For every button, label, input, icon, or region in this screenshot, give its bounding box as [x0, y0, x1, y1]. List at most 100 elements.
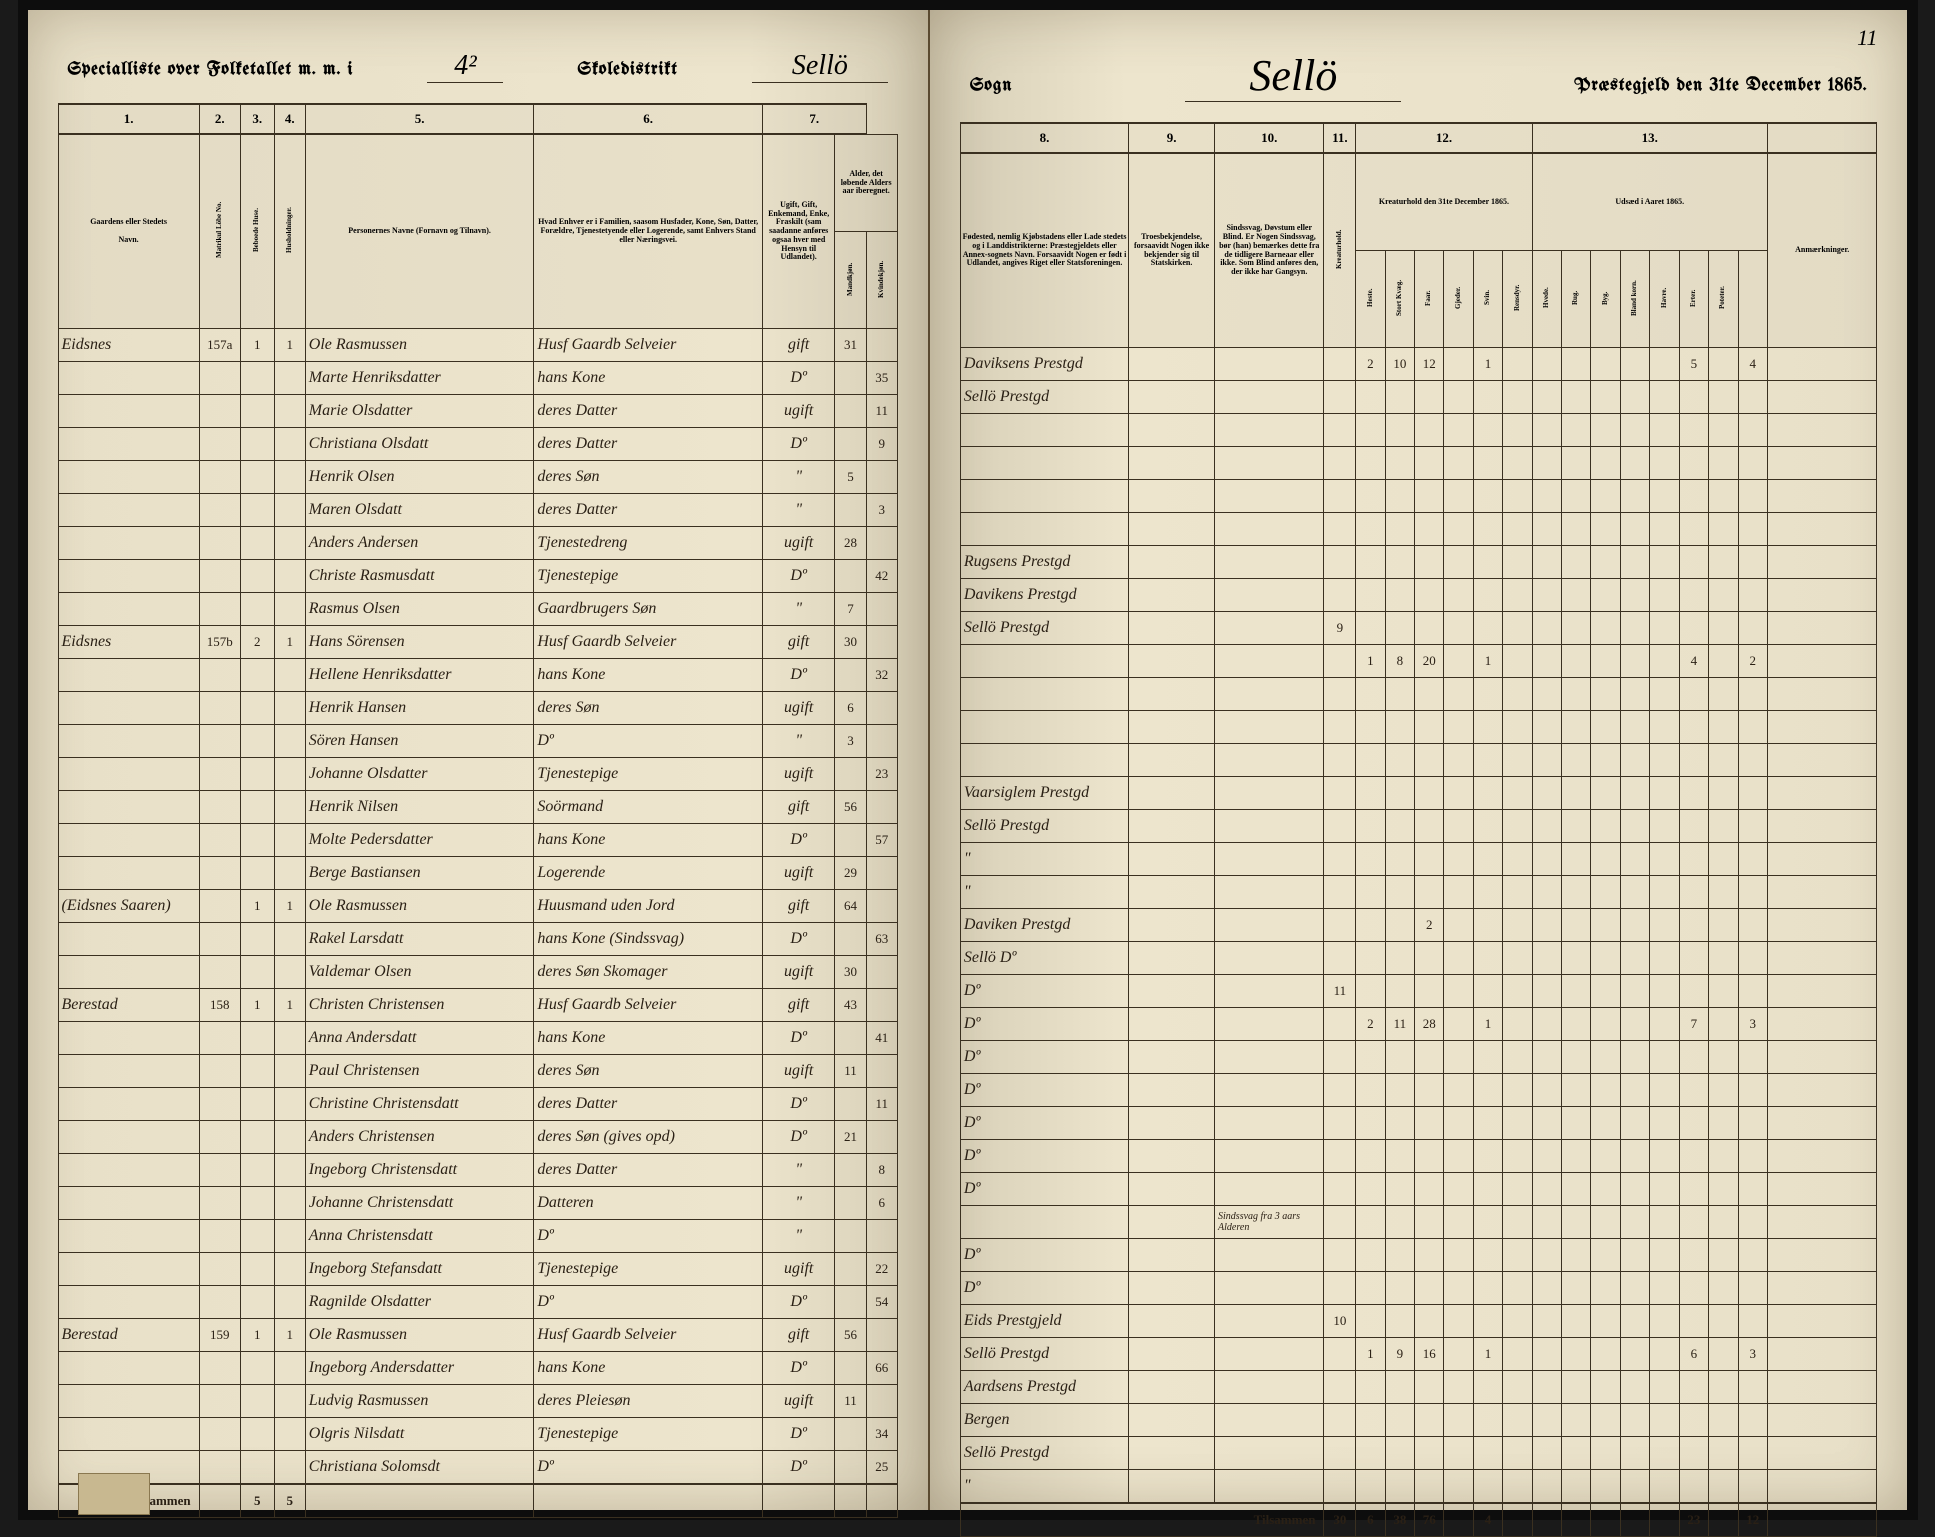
count-cell [1385, 1173, 1414, 1206]
col-11: 11. [1324, 123, 1356, 153]
name-cell: Hans Sörensen [305, 626, 534, 659]
hus-cell [240, 692, 274, 725]
hh-cell [274, 791, 305, 824]
age-k-cell: 9 [866, 428, 897, 461]
count-cell [1356, 1404, 1385, 1437]
count-cell [1650, 1239, 1679, 1272]
count-cell [1356, 876, 1385, 909]
count-cell [1591, 1338, 1620, 1371]
count-cell [1415, 1272, 1444, 1305]
table-row: Ragnilde OlsdatterDºDº54 [58, 1286, 897, 1319]
tilsammen-right: Tilsammen [960, 1503, 1324, 1537]
mnr-cell [199, 1055, 240, 1088]
count-cell [1444, 843, 1473, 876]
remark-cell [1767, 1338, 1877, 1371]
birth-cell [960, 414, 1128, 447]
age-k-cell [866, 626, 897, 659]
count-cell [1503, 1008, 1532, 1041]
mnr-cell [199, 824, 240, 857]
count-cell [1679, 909, 1708, 942]
name-cell: Rakel Larsdatt [305, 923, 534, 956]
h-name: Personernes Navne (Fornavn og Tilnavn). [305, 134, 534, 329]
count-cell [1562, 546, 1591, 579]
count-cell [1473, 612, 1502, 645]
count-cell [1650, 1107, 1679, 1140]
count-cell [1444, 678, 1473, 711]
stat-cell: Dº [762, 659, 834, 692]
mnr-cell [199, 395, 240, 428]
mnr-cell [199, 1022, 240, 1055]
count-cell [1620, 348, 1649, 381]
table-row: Sellö Prestgd1916163 [960, 1338, 1877, 1371]
count-cell [1562, 1305, 1591, 1338]
count-cell [1709, 711, 1738, 744]
table-row: " [960, 876, 1877, 909]
count-cell [1473, 975, 1502, 1008]
count-cell [1562, 1008, 1591, 1041]
count-cell [1709, 513, 1738, 546]
hus-cell: 1 [240, 329, 274, 362]
remark-cell [1767, 1305, 1877, 1338]
count-cell [1503, 810, 1532, 843]
count-cell [1532, 480, 1561, 513]
count-cell [1591, 579, 1620, 612]
stat-cell: Dº [762, 1418, 834, 1451]
stat-cell: gift [762, 1319, 834, 1352]
count-cell [1738, 1404, 1767, 1437]
rel-cell: Husf Gaardb Selveier [534, 329, 763, 362]
age-m-cell [835, 362, 866, 395]
table-row: Dº [960, 1107, 1877, 1140]
table-row: Berestad15911Ole RasmussenHusf Gaardb Se… [58, 1319, 897, 1352]
count-cell [1650, 711, 1679, 744]
count-cell [1324, 1140, 1356, 1173]
sub-col: Rug. [1562, 251, 1591, 348]
stat-cell: Dº [762, 923, 834, 956]
rel-cell: deres Datter [534, 1154, 763, 1187]
birth-cell: Aardsens Prestgd [960, 1371, 1128, 1404]
h-kreatur: Kreaturhold. [1324, 153, 1356, 348]
count-cell [1591, 1107, 1620, 1140]
count-cell: 5 [1679, 348, 1708, 381]
count-cell [1503, 546, 1532, 579]
birth-cell: Daviken Prestgd [960, 909, 1128, 942]
count-cell [1679, 480, 1708, 513]
count-cell [1620, 942, 1649, 975]
farm-cell [58, 1022, 199, 1055]
table-row: Eidsnes157a11Ole RasmussenHusf Gaardb Se… [58, 329, 897, 362]
count-cell [1415, 447, 1444, 480]
total-hh: 5 [274, 1484, 305, 1518]
count-cell [1709, 909, 1738, 942]
age-k-cell: 34 [866, 1418, 897, 1451]
hh-cell [274, 527, 305, 560]
count-cell [1356, 612, 1385, 645]
count-cell [1356, 744, 1385, 777]
stat-cell: ugift [762, 1385, 834, 1418]
hus-cell [240, 1451, 274, 1485]
note-cell [1215, 1371, 1324, 1404]
rel-cell: hans Kone [534, 824, 763, 857]
count-cell [1356, 711, 1385, 744]
rel-cell: hans Kone [534, 659, 763, 692]
count-cell [1444, 579, 1473, 612]
farm-cell [58, 1187, 199, 1220]
remark-cell [1767, 1272, 1877, 1305]
count-cell: 12 [1415, 348, 1444, 381]
name-cell: Christiana Olsdatt [305, 428, 534, 461]
note-cell [1215, 711, 1324, 744]
count-cell [1385, 876, 1414, 909]
hh-cell: 1 [274, 890, 305, 923]
count-cell [1591, 1404, 1620, 1437]
rel-cell: hans Kone [534, 1022, 763, 1055]
count-cell [1620, 711, 1649, 744]
table-row: Johanne OlsdatterTjenestepigeugift23 [58, 758, 897, 791]
hus-cell [240, 1121, 274, 1154]
count-cell [1473, 447, 1502, 480]
count-cell [1650, 645, 1679, 678]
farm-cell [58, 1385, 199, 1418]
table-row: Dº [960, 1041, 1877, 1074]
age-m-cell: 21 [835, 1121, 866, 1154]
age-m-cell [835, 1286, 866, 1319]
count-cell [1473, 1074, 1502, 1107]
remark-cell [1767, 1470, 1877, 1504]
count-cell [1503, 348, 1532, 381]
